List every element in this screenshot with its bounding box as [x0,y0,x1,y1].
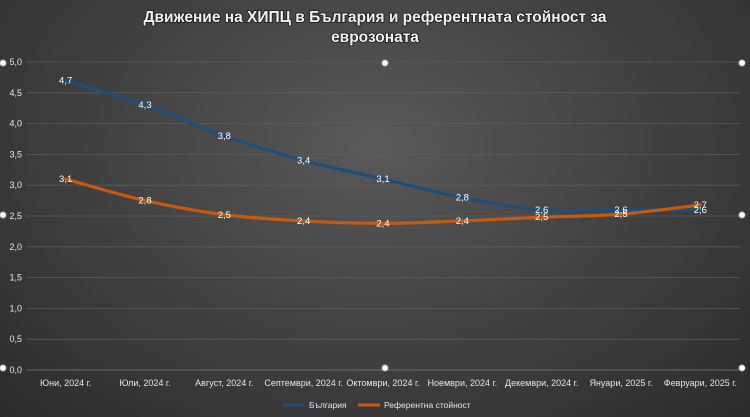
y-tick-label: 0,5 [9,334,22,344]
x-tick-label: Октомври, 2024 г. [346,378,419,388]
selection-handle [0,211,7,219]
y-tick-label: 0,0 [9,365,22,375]
data-label-bulgaria: 3,8 [218,131,231,142]
y-tick-label: 1,5 [9,273,22,283]
x-tick-label: Ноември, 2024 г. [427,378,497,388]
y-tick-label: 2,0 [9,242,22,252]
series-line-reference [64,177,702,225]
data-label-bulgaria: 2,6 [614,205,627,216]
legend-label-reference: Референтна стойност [384,400,471,410]
y-tick-label: 5,0 [9,57,22,67]
data-label-bulgaria: 4,3 [138,100,151,111]
x-tick-label: Август, 2024 г. [195,378,253,388]
y-tick-label: 3,5 [9,149,22,159]
selection-handle [738,59,746,67]
x-tick-label: Септември, 2024 г. [264,378,343,388]
data-label-reference: 2,4 [297,216,310,227]
y-tick-label: 1,0 [9,303,22,313]
data-label-bulgaria: 4,7 [59,75,72,86]
data-label-reference: 2,8 [138,196,151,207]
selection-handle [738,364,746,372]
chart-title-line: еврозоната [331,29,419,46]
selection-handle [738,211,746,219]
data-label-bulgaria: 3,1 [376,174,389,185]
data-label-bulgaria: 2,6 [694,205,707,216]
y-tick-label: 3,0 [9,180,22,190]
selection-handle [0,364,7,372]
x-tick-label: Юли, 2024 г. [119,378,170,388]
data-label-reference: 2,5 [218,210,231,221]
data-label-reference: 2,7 [694,200,707,211]
data-label-reference: 2,4 [376,218,389,229]
data-label-bulgaria: 2,6 [535,205,548,216]
selection-handle [381,364,389,372]
y-tick-label: 4,0 [9,119,22,129]
data-label-bulgaria: 2,8 [456,193,469,204]
x-tick-label: Януари, 2025 г. [589,378,652,388]
data-label-reference: 2,5 [535,212,548,223]
selection-handle [381,59,389,67]
legend-label-bulgaria: България [309,400,347,410]
y-tick-label: 4,5 [9,88,22,98]
data-label-reference: 3,1 [59,174,72,185]
selection-handle [0,59,7,67]
data-label-reference: 2,5 [614,209,627,220]
x-tick-label: Юни, 2024 г. [40,378,91,388]
x-tick-label: Февруари, 2025 г. [664,378,737,388]
x-tick-label: Декември, 2024 г. [505,378,578,388]
series-line-bulgaria [64,78,702,213]
data-label-bulgaria: 3,4 [297,156,310,167]
chart-title-line: Движение на ХИПЦ в България и референтна… [143,9,606,26]
y-tick-label: 2,5 [9,211,22,221]
data-label-reference: 2,4 [456,216,469,227]
